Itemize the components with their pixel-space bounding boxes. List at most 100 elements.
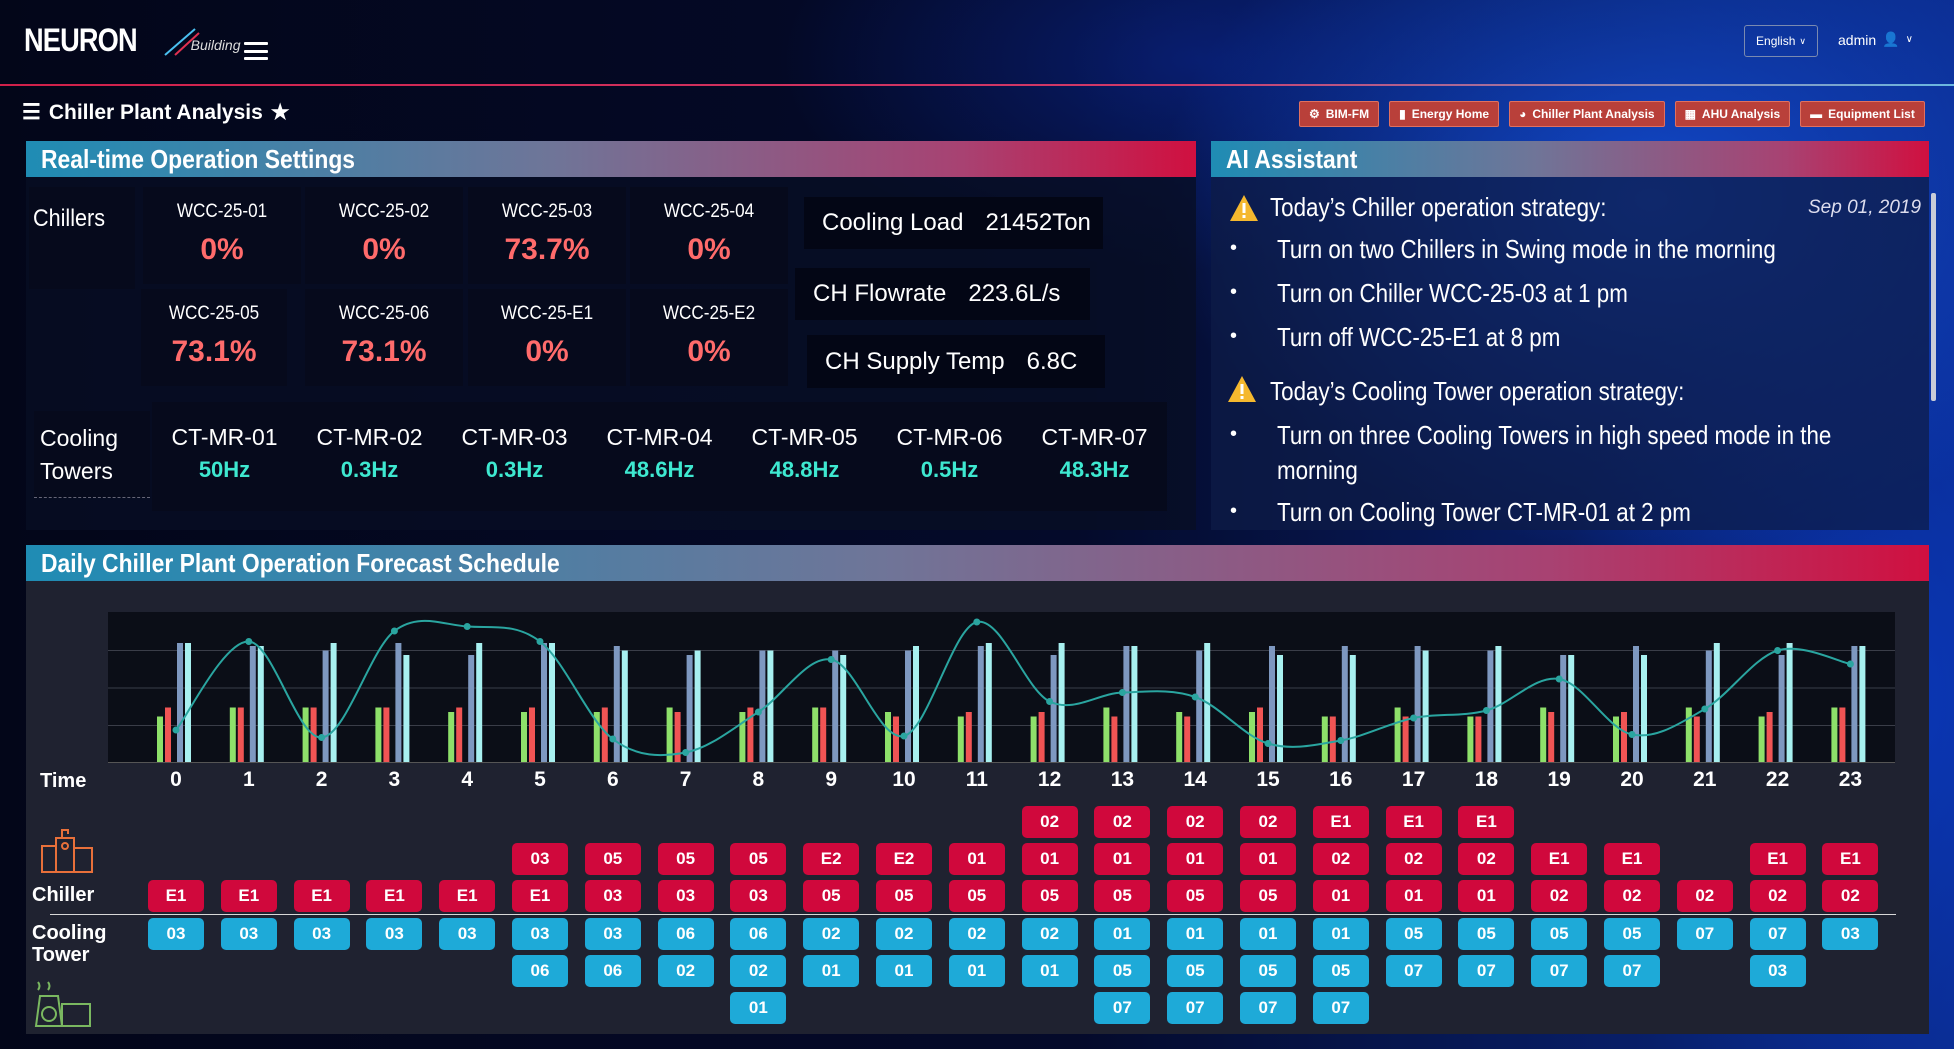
chiller-chip[interactable]: 03 [730, 880, 787, 912]
chiller-chip[interactable]: 05 [948, 880, 1005, 912]
tower-chip[interactable]: 07 [1312, 992, 1369, 1024]
menu-icon[interactable] [244, 42, 268, 60]
chiller-chip[interactable]: E1 [1458, 806, 1515, 838]
chiller-chip[interactable]: 05 [584, 843, 641, 875]
chiller-chip[interactable]: E1 [1385, 806, 1442, 838]
nav-energy-home-button[interactable]: ▮ Energy Home [1389, 101, 1500, 127]
chiller-chip[interactable]: 01 [1167, 843, 1224, 875]
chiller-chip[interactable]: E1 [148, 880, 204, 912]
chiller-cell[interactable]: WCC-25-06 73.1% [305, 289, 463, 386]
tower-cell[interactable]: CT-MR-05 48.8Hz [732, 402, 877, 511]
chiller-cell[interactable]: WCC-25-E1 0% [468, 289, 626, 386]
tower-chip[interactable]: 03 [1822, 918, 1879, 950]
chiller-chip[interactable]: 01 [1240, 843, 1296, 875]
favorite-star-icon[interactable]: ★ [270, 101, 290, 124]
chiller-chip[interactable]: 02 [1385, 843, 1442, 875]
chiller-cell[interactable]: WCC-25-02 0% [305, 187, 463, 284]
chiller-chip[interactable]: E1 [293, 880, 350, 912]
nav-ahu-analysis-button[interactable]: ▦ AHU Analysis [1674, 101, 1791, 127]
tower-cell[interactable]: CT-MR-06 0.5Hz [877, 402, 1022, 511]
tower-chip[interactable]: 07 [1094, 992, 1151, 1024]
chiller-chip[interactable]: E1 [512, 880, 568, 912]
tower-chip[interactable]: 07 [1240, 992, 1296, 1024]
tower-cell[interactable]: CT-MR-02 0.3Hz [297, 402, 442, 511]
tower-chip[interactable]: 03 [439, 918, 496, 950]
nav-chiller-plant-analysis-button[interactable]: ◕ Chiller Plant Analysis [1509, 101, 1665, 127]
chiller-chip[interactable]: 02 [1094, 806, 1151, 838]
nav-equipment-list-button[interactable]: ▬ Equipment List [1800, 101, 1925, 127]
tower-chip[interactable]: 01 [1312, 918, 1369, 950]
tower-chip[interactable]: 07 [1458, 955, 1515, 987]
chiller-chip[interactable]: 02 [1167, 806, 1224, 838]
chiller-chip[interactable]: 05 [1167, 880, 1224, 912]
chiller-chip[interactable]: 02 [1822, 880, 1879, 912]
tower-chip[interactable]: 01 [1021, 955, 1078, 987]
tower-cell[interactable]: CT-MR-07 48.3Hz [1022, 402, 1167, 511]
chiller-chip[interactable]: 05 [730, 843, 787, 875]
tower-chip[interactable]: 01 [730, 992, 787, 1024]
tower-cell[interactable]: CT-MR-01 50Hz [152, 402, 297, 511]
tower-chip[interactable]: 03 [148, 918, 204, 950]
tower-chip[interactable]: 01 [1094, 918, 1151, 950]
tower-chip[interactable]: 07 [1167, 992, 1224, 1024]
tower-chip[interactable]: 02 [657, 955, 714, 987]
tower-chip[interactable]: 03 [512, 918, 568, 950]
tower-chip[interactable]: 02 [730, 955, 787, 987]
chiller-chip[interactable]: 05 [1021, 880, 1078, 912]
chiller-chip[interactable]: 05 [657, 843, 714, 875]
chiller-chip[interactable]: E1 [439, 880, 496, 912]
tower-chip[interactable]: 05 [1167, 955, 1224, 987]
chiller-chip[interactable]: 02 [1676, 880, 1733, 912]
chiller-chip[interactable]: 01 [1385, 880, 1442, 912]
chiller-chip[interactable]: E1 [1312, 806, 1369, 838]
chiller-chip[interactable]: 01 [1458, 880, 1515, 912]
chiller-chip[interactable]: E1 [1822, 843, 1879, 875]
chiller-chip[interactable]: E2 [876, 843, 932, 875]
chiller-chip[interactable]: 03 [584, 880, 641, 912]
logo[interactable]: NEURON Building [24, 22, 241, 59]
chiller-chip[interactable]: 01 [948, 843, 1005, 875]
chiller-chip[interactable]: 03 [512, 843, 568, 875]
tower-chip[interactable]: 01 [876, 955, 932, 987]
chiller-chip[interactable]: E2 [803, 843, 860, 875]
chiller-chip[interactable]: 05 [1094, 880, 1151, 912]
chiller-chip[interactable]: 05 [1240, 880, 1296, 912]
chiller-cell[interactable]: WCC-25-03 73.7% [468, 187, 626, 284]
tower-chip[interactable]: 07 [1604, 955, 1660, 987]
tower-chip[interactable]: 02 [1021, 918, 1078, 950]
tower-chip[interactable]: 05 [1458, 918, 1515, 950]
tower-chip[interactable]: 06 [584, 955, 641, 987]
chiller-chip[interactable]: E1 [1604, 843, 1660, 875]
chiller-cell[interactable]: WCC-25-E2 0% [630, 289, 788, 386]
chiller-chip[interactable]: 02 [1240, 806, 1296, 838]
chiller-chip[interactable]: 05 [876, 880, 932, 912]
chiller-cell[interactable]: WCC-25-05 73.1% [141, 289, 287, 386]
nav-bim-fm-button[interactable]: ⚙ BIM-FM [1299, 101, 1380, 127]
tower-chip[interactable]: 06 [730, 918, 787, 950]
tower-chip[interactable]: 02 [876, 918, 932, 950]
tower-chip[interactable]: 05 [1094, 955, 1151, 987]
chiller-chip[interactable]: 02 [1458, 843, 1515, 875]
tower-chip[interactable]: 03 [366, 918, 423, 950]
chiller-chip[interactable]: 02 [1531, 880, 1588, 912]
tower-chip[interactable]: 05 [1385, 918, 1442, 950]
chiller-chip[interactable]: E1 [220, 880, 277, 912]
chiller-chip[interactable]: 02 [1604, 880, 1660, 912]
tower-chip[interactable]: 03 [220, 918, 277, 950]
tower-cell[interactable]: CT-MR-03 0.3Hz [442, 402, 587, 511]
chiller-chip[interactable]: 02 [1749, 880, 1806, 912]
tower-chip[interactable]: 01 [1167, 918, 1224, 950]
tower-chip[interactable]: 03 [584, 918, 641, 950]
tower-chip[interactable]: 01 [948, 955, 1005, 987]
tower-chip[interactable]: 06 [657, 918, 714, 950]
tower-chip[interactable]: 02 [948, 918, 1005, 950]
chiller-chip[interactable]: 01 [1094, 843, 1151, 875]
tower-chip[interactable]: 07 [1531, 955, 1588, 987]
chiller-chip[interactable]: E1 [1749, 843, 1806, 875]
chiller-cell[interactable]: WCC-25-01 0% [143, 187, 301, 284]
chiller-chip[interactable]: 01 [1312, 880, 1369, 912]
tower-chip[interactable]: 05 [1240, 955, 1296, 987]
tower-cell[interactable]: CT-MR-04 48.6Hz [587, 402, 732, 511]
tower-chip[interactable]: 05 [1531, 918, 1588, 950]
chiller-chip[interactable]: 05 [803, 880, 860, 912]
